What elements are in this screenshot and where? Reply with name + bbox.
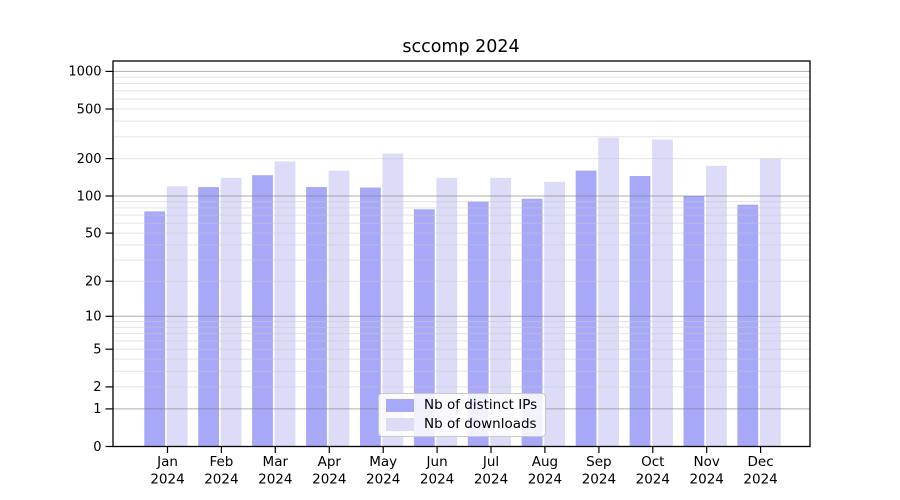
plot-border [112,60,811,448]
x-tick-label-month: May [369,454,397,470]
x-tick-label-year: 2024 [582,472,616,488]
bar [759,158,781,447]
bar [144,211,166,447]
bar [629,176,651,447]
x-tick-label-year: 2024 [204,472,238,488]
bar [220,177,242,447]
x-tick-label-month: Jun [426,454,448,470]
legend-swatch-distinct-ips-icon [386,399,414,412]
x-tick-label-month: Apr [318,454,342,470]
y-tick-label: 1 [93,402,101,417]
x-tick-label-year: 2024 [474,472,508,488]
x-tick-label-year: 2024 [258,472,292,488]
x-tick-label-month: Nov [694,454,720,470]
x-tick-label-month: Sep [586,454,611,470]
x-tick-label-month: Jan [156,454,178,470]
legend-item-label: Nb of downloads [424,415,537,432]
x-tick-label-month: Jul [482,454,499,470]
bar [652,139,673,447]
y-tick-label: 10 [85,310,102,325]
y-tick-label: 1000 [68,65,101,80]
bar [737,204,759,447]
chart-title: sccomp 2024 [402,37,519,57]
bar [521,198,543,447]
y-tick-label: 5 [93,343,101,358]
x-tick-label-month: Oct [641,454,664,470]
bar [252,175,273,447]
x-axis: Jan 2024 Feb 2024 Mar 2024 Apr 2024 May 2024 Jun 20… [150,446,778,488]
bar [274,161,296,447]
y-tick-label: 0 [93,440,101,455]
legend-item: Nb of distinct IPs [379,396,545,415]
x-tick-label-year: 2024 [636,472,670,488]
legend-item-label: Nb of distinct IPs [424,396,538,413]
x-tick-label-year: 2024 [366,472,400,488]
bar [328,170,350,447]
y-axis: 0 1 2 5 10 20 50 100 200 500 1000 [68,65,113,455]
bar [467,201,489,447]
legend-swatch-downloads-icon [386,418,414,431]
x-tick-label-year: 2024 [743,472,777,488]
x-tick-label-year: 2024 [690,472,724,488]
x-tick-label-year: 2024 [528,472,562,488]
bar [544,181,565,447]
bar [598,137,619,447]
legend-item: Nb of downloads [379,415,545,434]
x-tick-label-year: 2024 [312,472,346,488]
x-tick-label-month: Feb [209,454,233,470]
x-tick-label-year: 2024 [420,472,454,488]
gridlines [113,70,810,410]
y-tick-label: 20 [85,275,102,290]
bar [382,153,404,447]
y-tick-label: 200 [77,152,102,167]
y-tick-label: 50 [85,226,102,241]
bar [575,170,597,447]
x-tick-label-month: Dec [748,454,774,470]
y-tick-label: 2 [93,380,101,395]
bar [706,165,727,447]
x-tick-label-month: Aug [532,454,558,470]
x-tick-label-month: Mar [263,454,289,470]
chart-legend: Nb of distinct IPs Nb of downloads [378,393,546,437]
x-tick-label-year: 2024 [150,472,184,488]
bar [360,187,381,447]
y-tick-label: 100 [77,189,102,204]
y-tick-label: 500 [77,102,102,117]
